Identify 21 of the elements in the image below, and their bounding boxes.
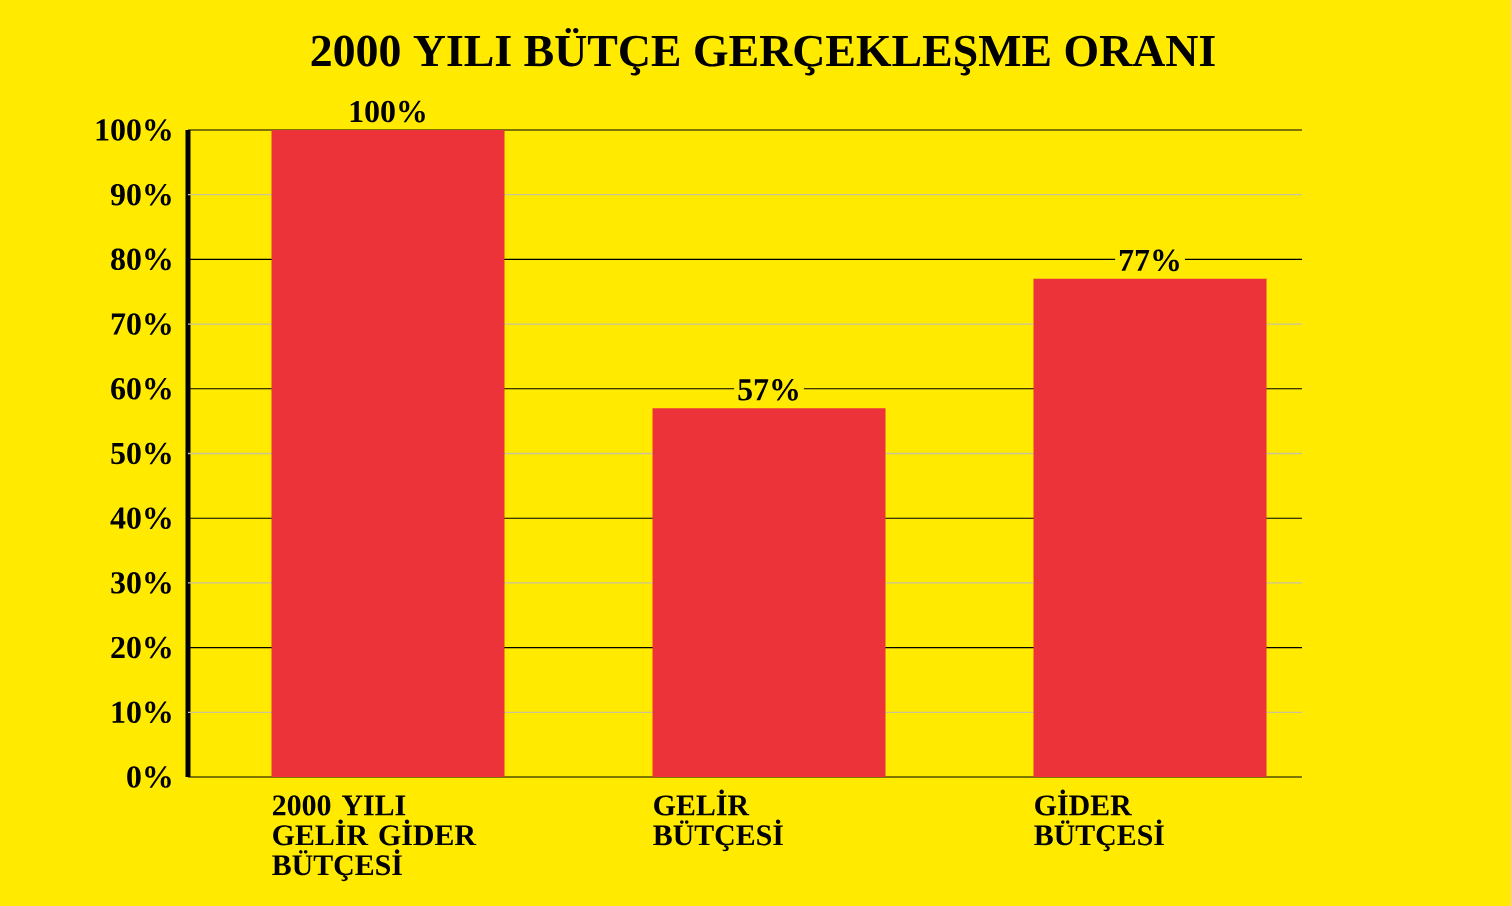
y-tick-label: 40% xyxy=(110,507,171,530)
x-tick-label: GELİR BÜTÇESİ xyxy=(653,789,783,852)
y-tick-label: 10% xyxy=(112,701,171,724)
data-label: 77% xyxy=(1119,249,1179,272)
y-tick-label: 0% xyxy=(127,766,171,788)
y-tick-label: 70% xyxy=(111,313,171,335)
y-tick-label: 50% xyxy=(111,442,171,465)
y-tick-label: 90% xyxy=(110,183,171,206)
chart-title: 2000 YILI BÜTÇE GERÇEKLEŞME ORANI xyxy=(311,27,1215,76)
y-tick-label: 100% xyxy=(96,119,171,141)
y-tick-label: 80% xyxy=(111,248,171,271)
y-tick-label: 20% xyxy=(111,636,171,659)
bar xyxy=(652,408,886,777)
x-tick-label: 2000 YILI GELİR GİDER BÜTÇESİ xyxy=(272,795,477,882)
y-tick-label: 30% xyxy=(111,572,171,594)
y-tick-label: 60% xyxy=(111,377,171,400)
bar xyxy=(1033,278,1267,777)
x-tick-label: GİDER BÜTÇESİ xyxy=(1034,789,1164,852)
bar xyxy=(271,129,505,777)
data-label: 57% xyxy=(738,379,798,401)
data-label: 100% xyxy=(350,100,425,123)
